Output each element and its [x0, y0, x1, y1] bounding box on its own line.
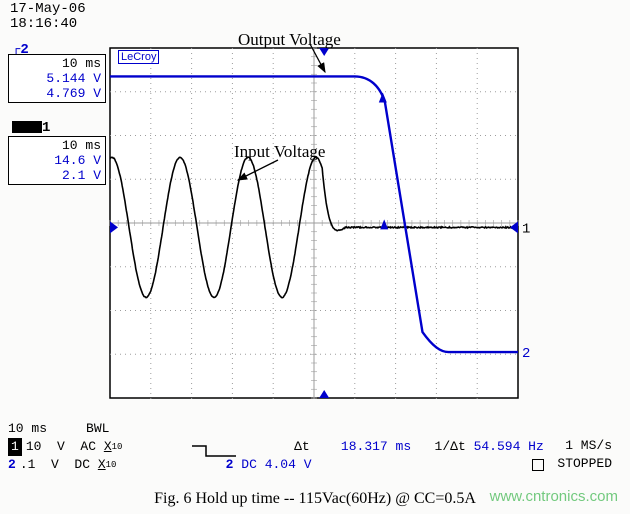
oscilloscope-plot: 12	[110, 48, 536, 398]
delta-t-label: Δt	[294, 438, 310, 456]
status-box-icon	[532, 459, 544, 471]
timestamp: 17-May-06 18:16:40	[10, 2, 86, 32]
dc2-value: DC 4.04 V	[241, 456, 311, 474]
ch1-measurements: 10 ms 14.6 V 2.1 V	[8, 136, 106, 185]
bwl-indicator: BWL	[86, 420, 109, 438]
delta-t-value: 18.317 ms	[341, 438, 411, 456]
ch2-measurements: 10 ms 5.144 V 4.769 V	[8, 54, 106, 103]
ch2-coupling-hdr: 2	[8, 456, 16, 474]
ch1-value-1: 14.6 V	[54, 153, 101, 168]
freq-label: 1/Δt	[435, 438, 466, 456]
watermark: www.cntronics.com	[490, 488, 618, 505]
ch2-value-2: 4.769 V	[46, 86, 101, 101]
sample-rate: 1 MS/s	[565, 438, 612, 453]
ch1-timebase: 10 ms	[62, 138, 101, 153]
lecroy-logo: LeCroy	[118, 50, 159, 64]
svg-text:2: 2	[522, 346, 530, 362]
oscilloscope-screenshot: 17-May-06 18:16:40 ┌2 10 ms 5.144 V 4.76…	[0, 0, 630, 514]
run-status: STOPPED	[557, 456, 612, 471]
ch1-header: 1	[12, 120, 50, 136]
dc2-hdr: 2	[226, 456, 234, 474]
ch2-timebase: 10 ms	[62, 56, 101, 71]
output-voltage-label: Output Voltage	[238, 30, 341, 50]
ch2-value-1: 5.144 V	[46, 71, 101, 86]
ch1-coupling: 10 V AC	[26, 438, 104, 456]
ch1-coupling-hdr: 1	[8, 438, 22, 456]
input-voltage-label: Input Voltage	[234, 142, 325, 162]
svg-text:1: 1	[522, 221, 530, 237]
freq-value: 54.594 Hz	[474, 438, 544, 456]
ch1-value-2: 2.1 V	[62, 168, 101, 183]
timebase-div: 10 ms	[8, 420, 47, 438]
ch2-coupling: .1 V DC	[20, 456, 98, 474]
readout-area: 10 ms BWL 1 10 V AC X 10 Δt 18.317 ms 1/…	[8, 420, 544, 474]
trigger-mode-glyph	[190, 444, 238, 458]
